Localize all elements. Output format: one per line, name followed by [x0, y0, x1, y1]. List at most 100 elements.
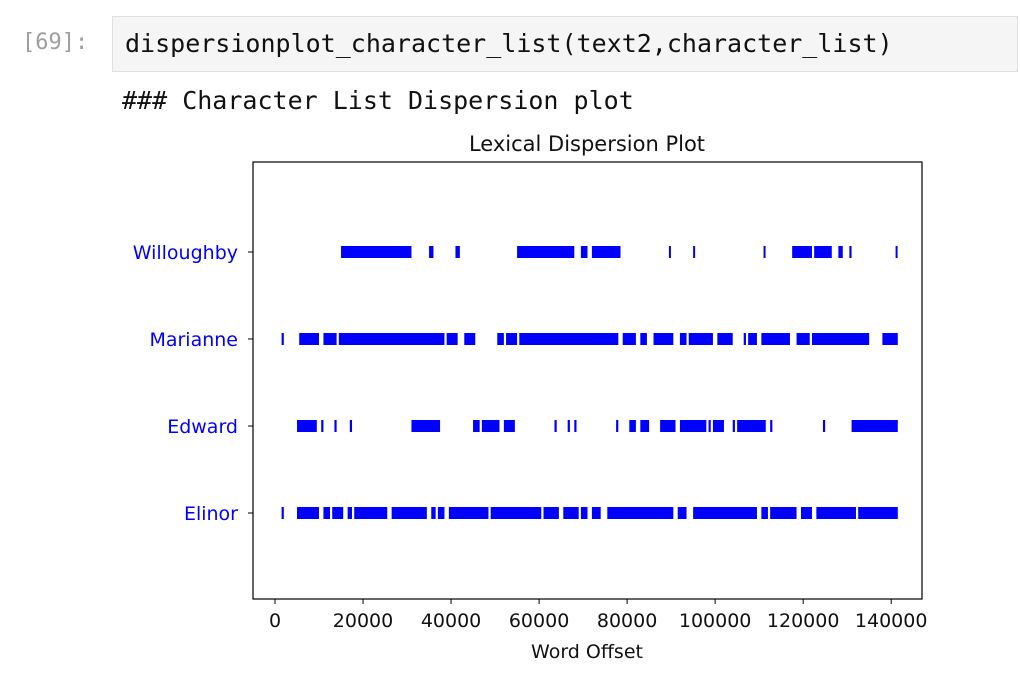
series-marianne — [281, 333, 898, 345]
dispersion-mark — [341, 246, 412, 258]
series-willoughby — [341, 246, 898, 258]
dispersion-mark — [338, 333, 445, 345]
dispersion-mark — [693, 246, 696, 258]
dispersion-mark — [822, 420, 826, 432]
dispersion-mark — [770, 420, 773, 432]
dispersion-mark — [763, 246, 766, 258]
code-text: dispersionplot_character_list(text2,char… — [125, 29, 893, 58]
dispersion-mark — [712, 420, 724, 432]
dispersion-mark — [616, 420, 619, 432]
dispersion-mark — [354, 507, 388, 519]
output-markdown-text: ### Character List Dispersion plot — [122, 86, 634, 115]
x-tick-label: 140000 — [855, 610, 928, 632]
dispersion-mark — [448, 507, 489, 519]
dispersion-mark — [679, 420, 707, 432]
dispersion-mark — [811, 333, 870, 345]
dispersion-mark — [814, 246, 832, 258]
dispersion-plot: Lexical Dispersion Plot Word Offset Will… — [133, 132, 928, 663]
dispersion-mark — [323, 507, 331, 519]
dispersion-mark — [838, 246, 843, 258]
dispersion-mark — [281, 507, 284, 519]
dispersion-mark — [693, 507, 757, 519]
dispersion-mark — [332, 507, 344, 519]
dispersion-mark — [431, 507, 436, 519]
dispersion-mark — [737, 420, 766, 432]
dispersion-mark — [503, 420, 515, 432]
dispersion-mark — [429, 246, 434, 258]
dispersion-mark — [464, 333, 476, 345]
dispersion-mark — [574, 420, 577, 432]
dispersion-mark — [708, 420, 711, 432]
x-tick-label: 20000 — [333, 610, 393, 632]
dispersion-mark — [640, 420, 650, 432]
dispersion-mark — [506, 333, 518, 345]
dispersion-mark — [567, 420, 570, 432]
dispersion-mark — [299, 333, 320, 345]
x-tick-label: 60000 — [509, 610, 569, 632]
dispersion-mark — [446, 333, 458, 345]
y-tick-label-willoughby: Willoughby — [133, 242, 238, 264]
plot-frame — [252, 161, 923, 600]
dispersion-mark — [490, 507, 542, 519]
dispersion-mark — [497, 333, 504, 345]
dispersion-mark — [334, 420, 337, 432]
dispersion-mark — [297, 420, 317, 432]
y-tick-label-elinor: Elinor — [184, 503, 238, 525]
chart-title: Lexical Dispersion Plot — [469, 132, 705, 156]
dispersion-mark — [607, 507, 674, 519]
dispersion-mark — [629, 420, 636, 432]
dispersion-mark — [481, 420, 500, 432]
dispersion-mark — [796, 333, 810, 345]
dispersion-mark — [640, 333, 647, 345]
dispersion-mark — [677, 507, 687, 519]
dispersion-mark — [743, 333, 746, 345]
x-axis-label: Word Offset — [531, 641, 643, 663]
dispersion-mark — [517, 246, 575, 258]
dispersion-mark — [411, 420, 441, 432]
dispersion-mark — [761, 507, 768, 519]
dispersion-mark — [297, 507, 320, 519]
dispersion-mark — [554, 420, 557, 432]
dispersion-mark — [281, 333, 284, 345]
dispersion-mark — [321, 420, 324, 432]
dispersion-mark — [347, 507, 353, 519]
series-edward — [297, 420, 898, 432]
dispersion-mark — [679, 333, 687, 345]
code-input-cell[interactable]: dispersionplot_character_list(text2,char… — [112, 16, 1018, 72]
y-tick-label-marianne: Marianne — [149, 329, 238, 351]
dispersion-mark — [761, 333, 790, 345]
dispersion-mark — [519, 333, 619, 345]
dispersion-mark — [668, 246, 671, 258]
dispersion-mark — [391, 507, 427, 519]
dispersion-mark — [580, 507, 588, 519]
dispersion-mark — [792, 246, 812, 258]
dispersion-mark — [717, 333, 733, 345]
dispersion-mark — [660, 420, 676, 432]
dispersion-mark — [816, 507, 856, 519]
dispersion-mark — [688, 333, 713, 345]
dispersion-mark — [895, 246, 898, 258]
y-tick-label-edward: Edward — [167, 416, 238, 438]
dispersion-mark — [455, 246, 460, 258]
dispersion-mark — [770, 507, 797, 519]
x-tick-label: 100000 — [679, 610, 752, 632]
dispersion-mark — [323, 333, 337, 345]
dispersion-mark — [849, 246, 852, 258]
series-elinor — [281, 507, 898, 519]
dispersion-mark — [748, 333, 757, 345]
x-tick-label: 40000 — [421, 610, 481, 632]
dispersion-mark — [622, 333, 636, 345]
dispersion-mark — [851, 420, 898, 432]
dispersion-mark — [732, 420, 735, 432]
dispersion-mark — [563, 507, 579, 519]
x-tick-label: 120000 — [767, 610, 840, 632]
dispersion-mark — [653, 333, 674, 345]
dispersion-mark — [800, 507, 812, 519]
x-tick-label: 80000 — [597, 610, 657, 632]
dispersion-mark — [858, 507, 898, 519]
x-tick-label: 0 — [269, 610, 281, 632]
dispersion-mark — [882, 333, 898, 345]
dispersion-mark — [437, 507, 445, 519]
cell-prompt: [69]: — [22, 30, 89, 55]
dispersion-mark — [473, 420, 480, 432]
